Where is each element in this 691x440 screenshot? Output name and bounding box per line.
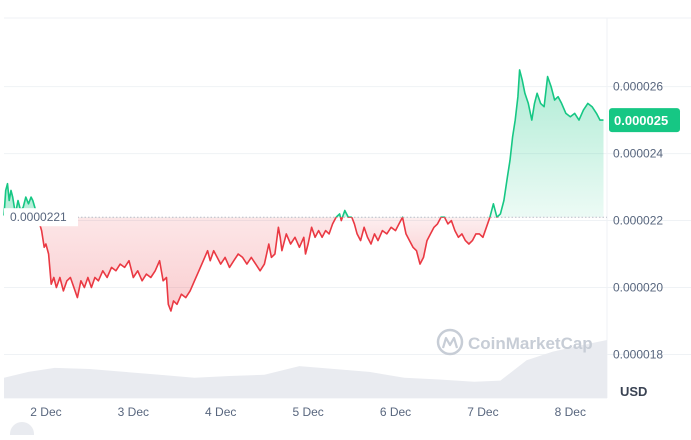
- price-lines: [3, 69, 604, 312]
- volume-area: [4, 340, 607, 398]
- y-tick-label: 0.000024: [613, 147, 663, 161]
- price-area-up-3: [489, 69, 604, 218]
- x-tick-label: 3 Dec: [118, 405, 149, 419]
- coinmarketcap-watermark: CoinMarketCap: [436, 328, 593, 356]
- baseline-price-label: 0.0000221: [10, 210, 67, 224]
- bottom-left-control[interactable]: [10, 422, 34, 440]
- axes: 0.000026 0.000024 0.000022 0.000020 0.000018…: [30, 80, 663, 419]
- coinmarketcap-logo-icon: [436, 328, 464, 356]
- price-line-down-2: [351, 217, 491, 265]
- y-tick-label: 0.000026: [613, 80, 663, 94]
- volume-fill: [4, 340, 607, 398]
- x-tick-label: 4 Dec: [205, 405, 236, 419]
- price-area-down-2: [351, 217, 490, 265]
- current-price-badge: 0.000025: [609, 108, 680, 133]
- price-area-down-0: [37, 217, 337, 311]
- current-price-badge-bg: [609, 108, 680, 133]
- baseline-label: 0.0000221: [4, 208, 78, 227]
- y-tick-label: 0.000020: [613, 281, 663, 295]
- x-tick-label: 7 Dec: [467, 405, 498, 419]
- x-tick-label: 8 Dec: [555, 405, 586, 419]
- currency-label: USD: [620, 384, 647, 399]
- x-tick-label: 5 Dec: [292, 405, 323, 419]
- price-line-up-1: [335, 209, 352, 218]
- watermark-text: CoinMarketCap: [468, 334, 593, 353]
- x-tick-label: 6 Dec: [380, 405, 411, 419]
- y-tick-label: 0.000022: [613, 214, 663, 228]
- current-price-label: 0.000025: [614, 113, 668, 128]
- price-line-up-3: [489, 69, 604, 218]
- x-tick-label: 2 Dec: [30, 405, 61, 419]
- price-line-down-0: [36, 217, 337, 312]
- price-fill-areas: [4, 69, 604, 311]
- y-tick-label: 0.000018: [613, 347, 663, 361]
- baseline-badge: [4, 208, 78, 227]
